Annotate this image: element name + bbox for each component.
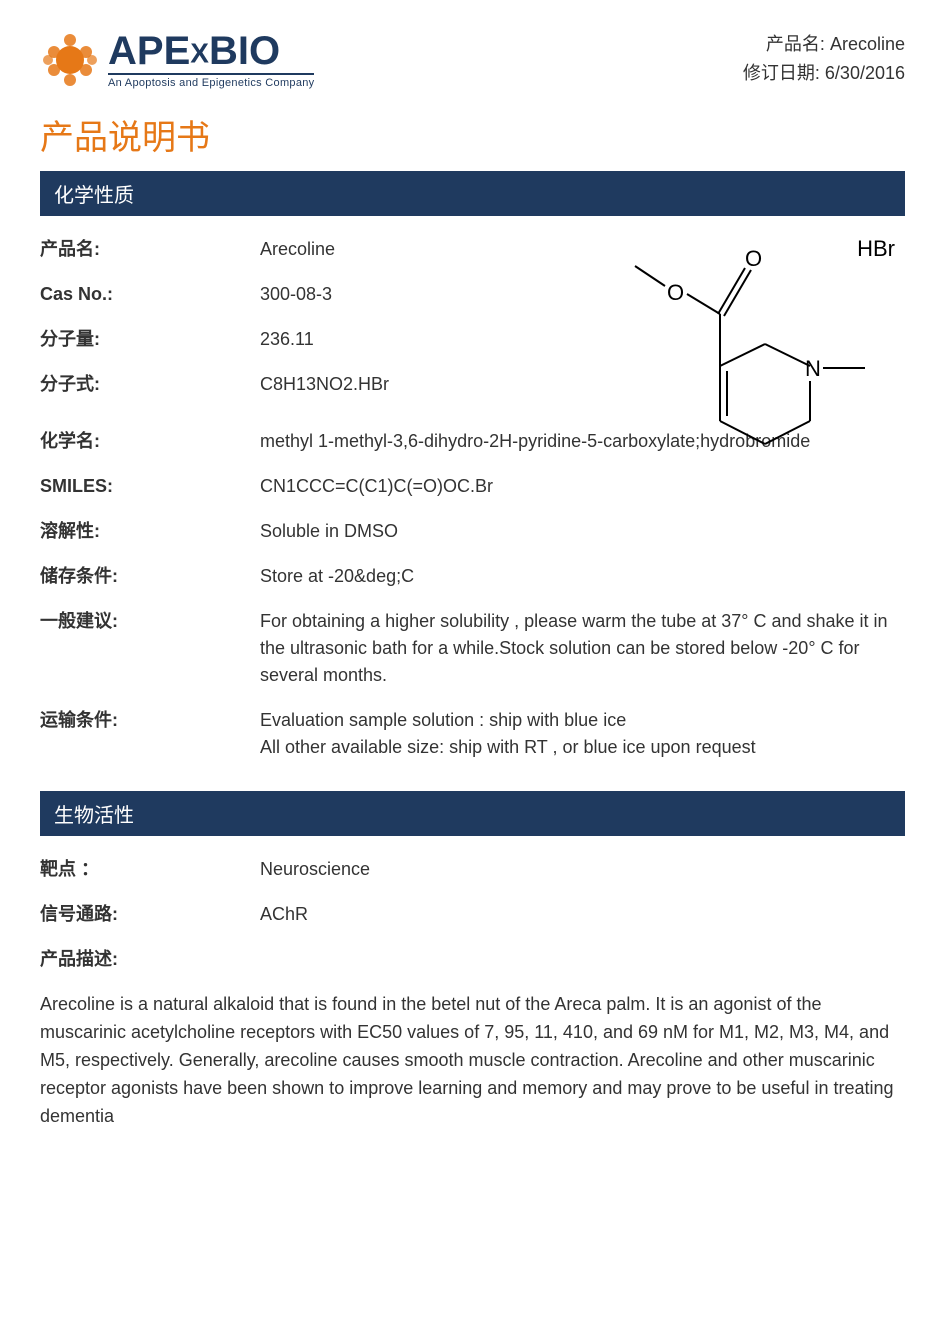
- prop-row-solubility: 溶解性: Soluble in DMSO: [40, 518, 905, 545]
- company-logo-icon: [40, 30, 100, 90]
- prop-row-shipping: 运输条件: Evaluation sample solution : ship …: [40, 707, 905, 761]
- prop-smiles-label: SMILES:: [40, 473, 260, 500]
- chemical-properties-block: HBr O O N: [40, 236, 905, 761]
- prop-pathway-label: 信号通路:: [40, 901, 260, 928]
- product-description: Arecoline is a natural alkaloid that is …: [40, 991, 905, 1130]
- prop-row-advice: 一般建议: For obtaining a higher solubility …: [40, 608, 905, 689]
- product-name-value: Arecoline: [830, 34, 905, 54]
- prop-chemname-label: 化学名:: [40, 428, 260, 455]
- prop-storage-value: Store at -20&deg;C: [260, 563, 905, 590]
- prop-desc-label: 产品描述:: [40, 946, 260, 973]
- revision-date-label: 修订日期:: [743, 63, 820, 83]
- chemical-structure: HBr O O N: [605, 236, 905, 476]
- prop-advice-label: 一般建议:: [40, 608, 260, 689]
- biological-activity-block: 靶点 ： Neuroscience 信号通路: AChR 产品描述: Areco…: [40, 856, 905, 1130]
- prop-mf-label: 分子式:: [40, 371, 260, 398]
- prop-ship-value: Evaluation sample solution : ship with b…: [260, 707, 905, 761]
- document-title: 产品说明书: [40, 110, 905, 159]
- header-meta: 产品名: Arecoline 修订日期: 6/30/2016: [743, 30, 905, 88]
- structure-svg: O O N: [605, 236, 905, 476]
- prop-pathway-value: AChR: [260, 901, 905, 928]
- prop-advice-value: For obtaining a higher solubility , plea…: [260, 608, 905, 689]
- prop-storage-label: 储存条件:: [40, 563, 260, 590]
- prop-row-smiles: SMILES: CN1CCC=C(C1)C(=O)OC.Br: [40, 473, 905, 500]
- product-name-label: 产品名:: [766, 34, 825, 54]
- prop-row-description-label: 产品描述:: [40, 946, 905, 973]
- prop-cas-label: Cas No.:: [40, 281, 260, 308]
- atom-o2: O: [745, 246, 762, 271]
- logo-text: APEXBIO: [108, 31, 314, 71]
- prop-target-value: Neuroscience: [260, 856, 905, 883]
- atom-o1: O: [667, 280, 684, 305]
- prop-target-label: 靶点 ：: [40, 856, 260, 883]
- section-chemical-properties: 化学性质: [40, 171, 905, 216]
- section-biological-activity: 生物活性: [40, 791, 905, 836]
- prop-row-pathway: 信号通路: AChR: [40, 901, 905, 928]
- hbr-label: HBr: [857, 236, 895, 262]
- prop-mw-label: 分子量:: [40, 326, 260, 353]
- prop-sol-label: 溶解性:: [40, 518, 260, 545]
- prop-name-label: 产品名:: [40, 236, 260, 263]
- prop-row-storage: 储存条件: Store at -20&deg;C: [40, 563, 905, 590]
- logo-block: APEXBIO An Apoptosis and Epigenetics Com…: [40, 30, 314, 90]
- prop-ship-label: 运输条件:: [40, 707, 260, 761]
- revision-date-value: 6/30/2016: [825, 63, 905, 83]
- prop-sol-value: Soluble in DMSO: [260, 518, 905, 545]
- logo-tagline: An Apoptosis and Epigenetics Company: [108, 73, 314, 89]
- prop-row-target: 靶点 ： Neuroscience: [40, 856, 905, 883]
- prop-desc-empty: [260, 946, 905, 973]
- page-header: APEXBIO An Apoptosis and Epigenetics Com…: [40, 30, 905, 90]
- prop-smiles-value: CN1CCC=C(C1)C(=O)OC.Br: [260, 473, 905, 500]
- atom-n: N: [805, 356, 821, 381]
- logo-text-block: APEXBIO An Apoptosis and Epigenetics Com…: [108, 31, 314, 89]
